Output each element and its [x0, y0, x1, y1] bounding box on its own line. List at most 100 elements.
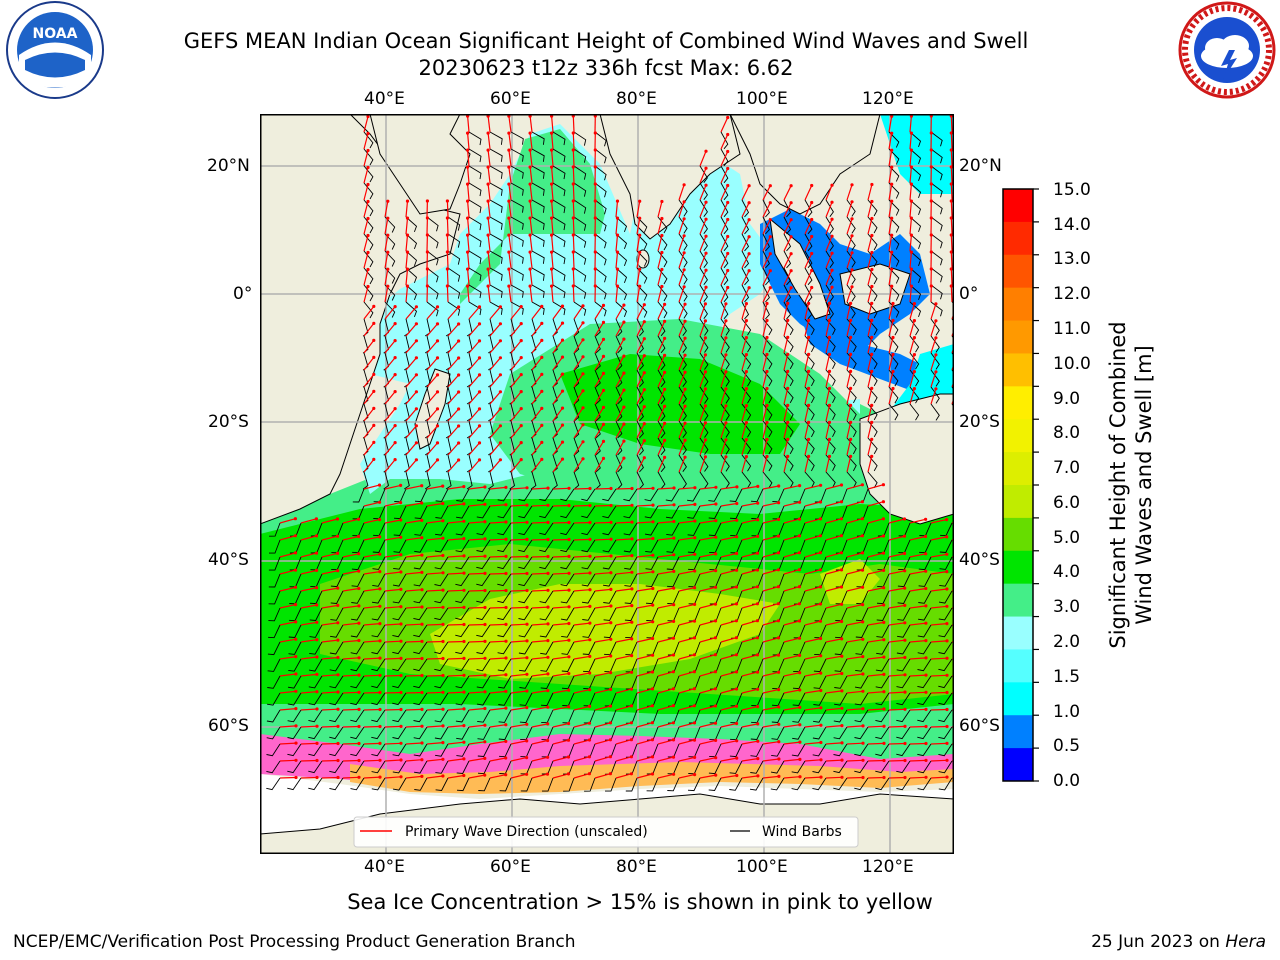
wave-direction-arrow: [508, 150, 512, 167]
wind-barb: [288, 658, 302, 672]
wind-barb: [699, 437, 709, 455]
wind-barb: [938, 692, 953, 706]
wave-direction-arrow: [762, 320, 768, 337]
wave-arrow-head: [546, 738, 550, 743]
wave-arrow-head: [588, 654, 592, 659]
wind-barb: [413, 675, 428, 689]
wind-barb: [909, 369, 920, 387]
wave-arrow-head: [420, 741, 424, 745]
wind-barb: [938, 760, 953, 774]
wave-direction-arrow: [615, 688, 632, 694]
wave-arrow-head: [546, 622, 550, 626]
wave-direction-arrow: [510, 504, 528, 507]
wave-arrow-head: [609, 621, 613, 625]
wave-arrow-head: [462, 571, 466, 575]
wind-barb: [269, 522, 281, 537]
wind-barb: [308, 726, 323, 740]
wind-barb: [455, 624, 470, 638]
wave-arrow-head: [393, 458, 397, 462]
wave-direction-arrow: [741, 569, 758, 575]
wave-direction-arrow: [615, 671, 632, 677]
wave-direction-arrow: [342, 776, 360, 779]
wave-arrow-head: [462, 554, 466, 558]
wave-arrow-head: [462, 485, 466, 489]
wave-arrow-head: [622, 405, 626, 409]
wave-arrow-head: [462, 707, 466, 711]
wind-barb: [854, 777, 869, 791]
wave-direction-arrow: [447, 538, 464, 541]
wave-direction-arrow: [279, 604, 296, 609]
wave-direction-arrow: [426, 725, 444, 728]
wave-arrow-head: [703, 438, 707, 442]
wind-barb: [888, 403, 899, 421]
wave-arrow-head: [629, 755, 633, 759]
wave-arrow-head: [414, 373, 418, 377]
wave-direction-arrow: [363, 725, 381, 728]
wave-direction-arrow: [487, 269, 491, 286]
wave-arrow-head: [786, 454, 790, 458]
wave-direction-arrow: [405, 691, 423, 694]
wave-arrow-head: [693, 755, 697, 760]
wind-barb: [930, 403, 940, 421]
wave-direction-arrow: [825, 707, 842, 711]
wave-arrow-head: [550, 131, 554, 135]
wave-direction-arrow: [384, 357, 396, 371]
wave-direction-arrow: [657, 423, 666, 439]
wave-direction-arrow: [762, 586, 779, 592]
wind-barb: [476, 539, 491, 553]
colorbar-tick: 4.0: [1053, 562, 1081, 582]
wave-arrow-head: [768, 218, 772, 222]
wave-arrow-head: [630, 587, 634, 591]
wave-direction-arrow: [363, 553, 380, 558]
wave-direction-arrow: [909, 354, 915, 371]
wind-barb: [539, 590, 554, 604]
wave-direction-arrow: [867, 639, 884, 643]
wind-barb: [510, 182, 524, 196]
wind-barb: [917, 709, 932, 723]
wave-arrow-head: [540, 423, 544, 427]
wave-arrow-head: [903, 621, 907, 625]
wave-arrow-head: [546, 520, 550, 524]
wind-barb: [573, 250, 587, 265]
wave-direction-arrow: [783, 185, 792, 201]
wave-direction-arrow: [531, 756, 548, 762]
wave-arrow-head: [420, 605, 424, 609]
wind-barb: [531, 216, 545, 230]
wind-barb: [657, 420, 666, 439]
wave-arrow-head: [435, 305, 440, 309]
wave-arrow-head: [765, 437, 769, 442]
wind-barb: [720, 454, 730, 472]
wind-barb: [930, 216, 943, 232]
wave-arrow-head: [294, 655, 298, 659]
wind-barb: [267, 692, 281, 706]
wave-arrow-head: [776, 568, 781, 572]
wave-direction-arrow: [699, 320, 706, 337]
wave-arrow-head: [630, 554, 634, 558]
wave-arrow-head: [366, 216, 370, 221]
wave-arrow-head: [393, 356, 397, 360]
wave-arrow-head: [945, 775, 949, 779]
wave-direction-arrow: [678, 520, 695, 524]
wave-direction-arrow: [594, 538, 612, 541]
wind-barb: [518, 607, 533, 621]
wave-direction-arrow: [300, 656, 317, 660]
wave-arrow-head: [525, 739, 529, 743]
wave-direction-arrow: [678, 422, 686, 439]
wind-barb: [876, 607, 890, 621]
wave-arrow-head: [466, 148, 470, 152]
wave-direction-arrow: [426, 537, 443, 541]
wind-barb: [510, 148, 524, 162]
wind-barb: [466, 471, 473, 490]
wave-arrow-head: [692, 619, 697, 623]
wave-arrow-head: [525, 756, 529, 760]
wave-arrow-head: [372, 372, 376, 376]
wind-barb: [678, 352, 687, 370]
wave-direction-arrow: [804, 586, 821, 592]
wave-arrow-head: [528, 216, 532, 220]
wave-arrow-head: [335, 534, 340, 538]
wave-arrow-head: [651, 536, 655, 541]
wave-direction-arrow: [783, 724, 800, 728]
wave-direction-arrow: [342, 691, 360, 694]
wave-direction-arrow: [489, 486, 506, 490]
wave-direction-arrow: [489, 521, 507, 524]
